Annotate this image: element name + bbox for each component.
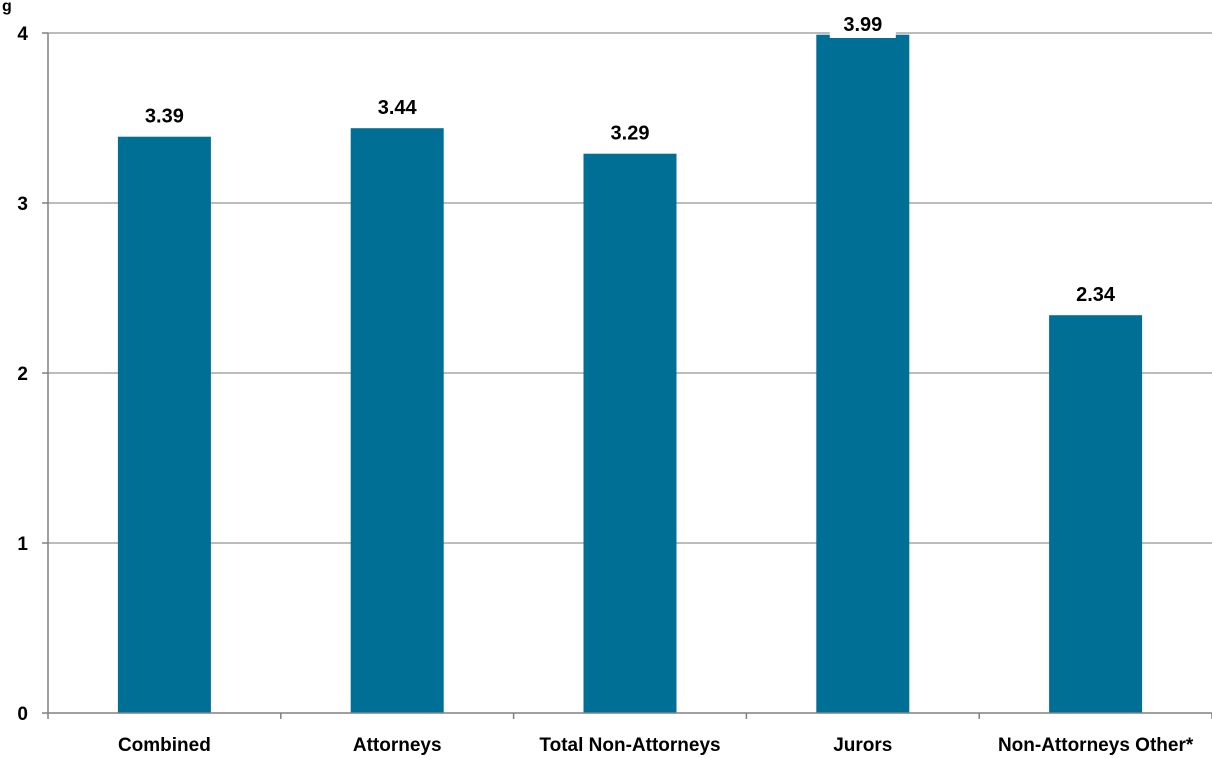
bars bbox=[117, 34, 1143, 713]
y-tick-label: 4 bbox=[17, 24, 28, 45]
top-left-fragment: g bbox=[2, 0, 12, 15]
y-axis-ticks: 0 1 2 3 4 bbox=[17, 24, 48, 725]
category-label: Total Non-Attorneys bbox=[539, 735, 720, 756]
data-label: 2.34 bbox=[1076, 284, 1116, 306]
bar-combined bbox=[117, 136, 211, 713]
bar-attorneys bbox=[350, 128, 444, 713]
category-label: Combined bbox=[118, 735, 211, 756]
y-tick-label: 1 bbox=[17, 534, 28, 555]
data-label: 3.99 bbox=[843, 14, 882, 36]
data-label: 3.39 bbox=[145, 106, 184, 128]
bar-jurors bbox=[816, 34, 910, 713]
y-tick-label: 2 bbox=[17, 364, 28, 385]
bar-total-non-attorneys bbox=[583, 153, 677, 713]
category-label: Jurors bbox=[833, 735, 892, 756]
y-tick-label: 0 bbox=[17, 704, 28, 725]
category-label: Attorneys bbox=[353, 735, 442, 756]
bar-non-attorneys-other bbox=[1049, 315, 1143, 713]
category-labels: Combined Attorneys Total Non-Attorneys Juro… bbox=[118, 735, 1194, 756]
data-label: 3.29 bbox=[611, 123, 650, 145]
data-label-background bbox=[829, 4, 896, 38]
axes bbox=[47, 33, 1212, 719]
y-tick-label: 3 bbox=[17, 194, 28, 215]
data-label: 3.44 bbox=[378, 97, 418, 119]
category-label: Non-Attorneys Other* bbox=[998, 735, 1194, 756]
data-labels: 3.39 3.44 3.29 3.99 2.34 bbox=[145, 4, 1116, 306]
